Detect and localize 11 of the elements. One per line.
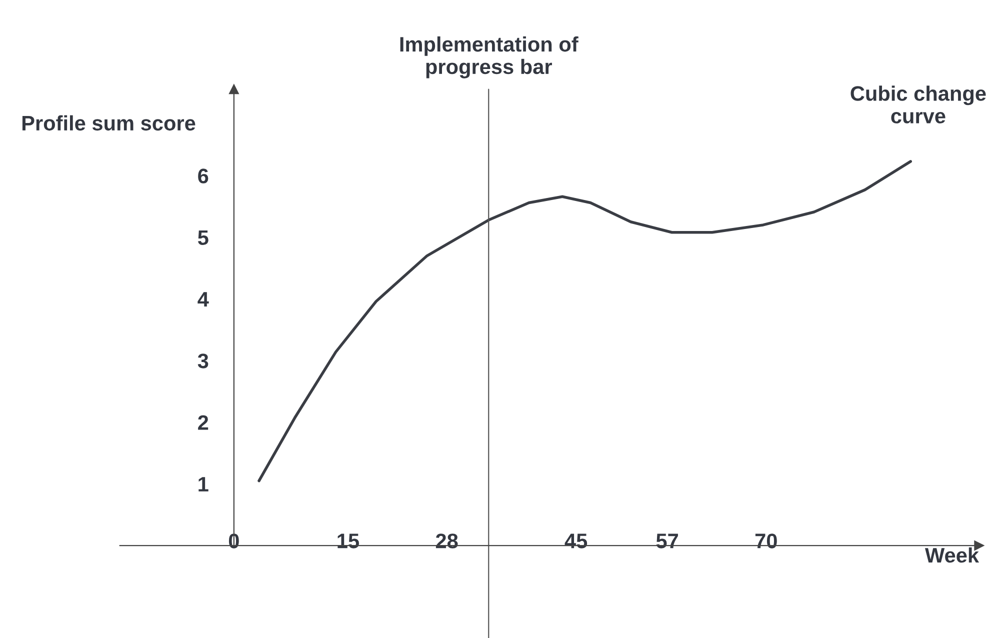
annotation: Cubic change curve: [850, 86, 986, 124]
ref-line-label: Implementation of progress bar: [400, 36, 578, 78]
y-tick-label: 3: [198, 354, 208, 368]
y-axis-title: Profile sum score: [22, 115, 196, 131]
y-tick-label: 6: [198, 168, 208, 184]
line-series: [258, 160, 912, 482]
y-tick-label: 4: [198, 292, 209, 306]
x-axis-title: Week: [924, 547, 980, 563]
y-tick-label: 2: [198, 415, 208, 430]
y-tick-label: 1: [198, 477, 208, 492]
y-tick-label: 5: [198, 230, 208, 246]
